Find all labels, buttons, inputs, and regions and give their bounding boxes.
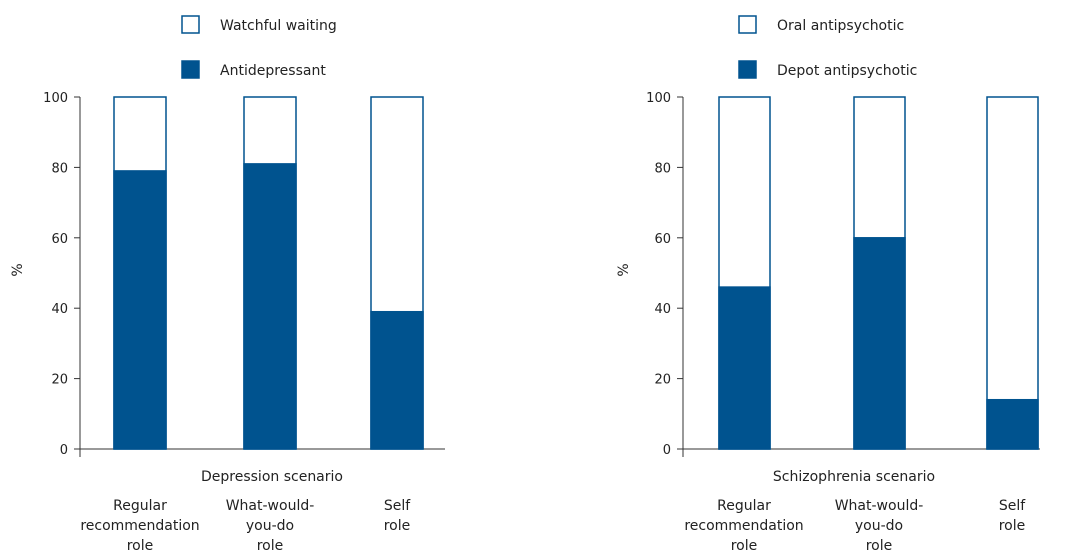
x-tick-label-line: recommendation bbox=[684, 518, 803, 534]
x-tick-label-line: What-would- bbox=[835, 498, 924, 514]
chart-panel-1: 0 20 40 60 80 100% Watchful waiting Antidepress… bbox=[10, 15, 445, 554]
x-tick-label-line: Self bbox=[384, 498, 411, 514]
y-tick-label: 40 bbox=[654, 302, 671, 317]
y-tick-label: 20 bbox=[654, 373, 671, 388]
y-tick-label: 60 bbox=[51, 232, 68, 247]
x-tick-label: Self role bbox=[999, 498, 1026, 534]
x-tick-label-line: What-would- bbox=[226, 498, 315, 514]
y-axis-label: % bbox=[10, 263, 26, 276]
y-tick-label: 0 bbox=[663, 443, 671, 458]
x-tick-label-line: Regular bbox=[113, 498, 167, 514]
x-tick-label-line: you-do bbox=[246, 518, 294, 534]
y-tick-label: 80 bbox=[654, 161, 671, 176]
x-tick-label: Self role bbox=[384, 498, 411, 534]
x-tick-label-line: role bbox=[866, 538, 893, 554]
chart-panel-2: 0 20 40 60 80 100% Oral antipsychotic Depot ant… bbox=[616, 15, 1040, 554]
x-tick-label-line: Regular bbox=[717, 498, 771, 514]
y-tick-label: 100 bbox=[43, 91, 68, 106]
y-tick-label: 60 bbox=[654, 232, 671, 247]
y-tick-label: 80 bbox=[51, 161, 68, 176]
x-tick-label-line: role bbox=[999, 518, 1026, 534]
legend-label: Oral antipsychotic bbox=[777, 18, 904, 34]
bar-antidepressant bbox=[113, 170, 167, 450]
legend-swatch bbox=[181, 15, 200, 34]
x-tick-label-line: role bbox=[127, 538, 154, 554]
x-tick-label-line: role bbox=[384, 518, 411, 534]
x-axis-title: Depression scenario bbox=[201, 469, 343, 485]
y-tick-label: 0 bbox=[60, 443, 68, 458]
bar-antidepressant bbox=[370, 310, 424, 450]
bar-antidepressant bbox=[243, 163, 297, 450]
bar-depot-antipsychotic bbox=[853, 237, 906, 450]
x-tick-label-line: role bbox=[731, 538, 758, 554]
bar-depot-antipsychotic bbox=[718, 286, 771, 450]
bar-oral-antipsychotic bbox=[986, 96, 1039, 450]
y-axis-label: % bbox=[616, 263, 632, 276]
x-tick-label: Regular recommendation role bbox=[684, 498, 803, 554]
legend-swatch bbox=[738, 60, 757, 79]
y-tick-label: 20 bbox=[51, 373, 68, 388]
x-axis-title: Schizophrenia scenario bbox=[773, 469, 935, 485]
legend-label: Depot antipsychotic bbox=[777, 63, 917, 79]
bar-depot-antipsychotic bbox=[986, 398, 1039, 450]
x-tick-label: Regular recommendation role bbox=[80, 498, 199, 554]
x-tick-label-line: role bbox=[257, 538, 284, 554]
x-tick-label: What-would-you-do role bbox=[835, 498, 924, 554]
legend-swatch bbox=[738, 15, 757, 34]
x-tick-label: What-would-you-do role bbox=[226, 498, 315, 554]
legend-label: Watchful waiting bbox=[220, 18, 337, 34]
y-tick-label: 40 bbox=[51, 302, 68, 317]
x-tick-label-line: you-do bbox=[855, 518, 903, 534]
x-tick-label-line: Self bbox=[999, 498, 1026, 514]
legend-label: Antidepressant bbox=[220, 63, 326, 79]
y-tick-label: 100 bbox=[646, 91, 671, 106]
x-tick-label-line: recommendation bbox=[80, 518, 199, 534]
legend-swatch bbox=[181, 60, 200, 79]
